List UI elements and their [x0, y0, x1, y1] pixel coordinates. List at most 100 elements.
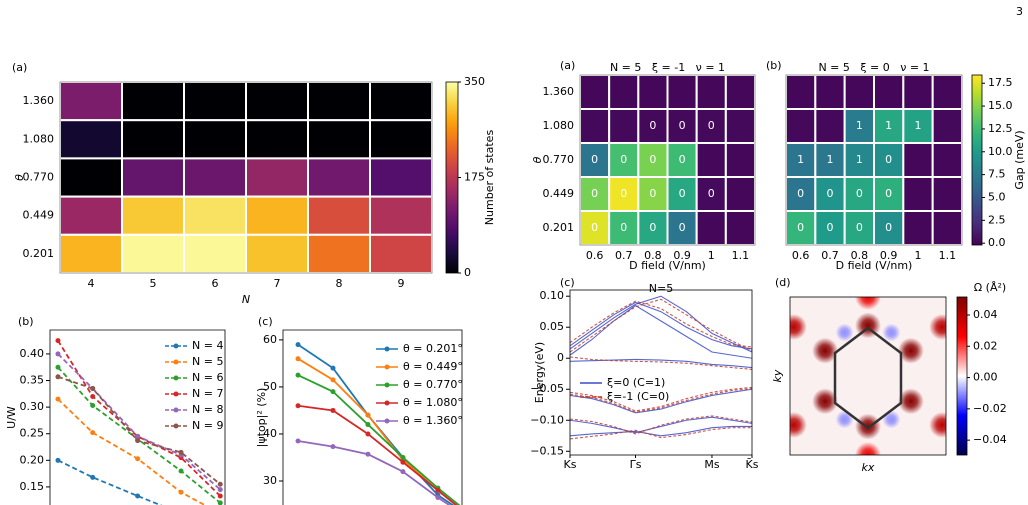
y-tick-label: 0.770 — [543, 153, 575, 166]
cell-label: 0 — [679, 187, 686, 200]
heatmap-cell — [121, 233, 185, 275]
curvature-spot — [897, 337, 924, 364]
heatmap-cell — [724, 176, 756, 212]
cell-label: 1 — [885, 119, 892, 132]
heatmap-cell — [931, 74, 964, 110]
cell-label: 0 — [679, 221, 686, 234]
data-point — [330, 389, 336, 395]
legend-marker — [173, 343, 179, 349]
data-point — [90, 386, 96, 392]
heatmap-cell — [873, 108, 905, 144]
y-tick-label: 0.25 — [20, 427, 45, 440]
heatmap-cell — [245, 233, 309, 275]
legend-label: N = 6 — [192, 371, 223, 384]
heatmap-cell — [369, 233, 433, 275]
heatmap-cell — [183, 119, 247, 160]
panel-title: N = 5 ξ = -1 ν = 1 — [610, 61, 725, 74]
data-point — [365, 431, 371, 437]
x-tick-label: Ks — [564, 458, 577, 471]
legend-label: ξ=-1 (C=0) — [607, 390, 669, 403]
heatmap-cell — [666, 210, 698, 246]
band-line — [569, 356, 753, 370]
data-point — [365, 451, 371, 457]
curvature-spot — [790, 411, 807, 438]
y-tick-label: −0.15 — [530, 444, 564, 457]
y-axis-label: U/W — [5, 406, 18, 429]
data-point — [55, 351, 61, 357]
panel-label: (c) — [560, 276, 575, 289]
data-point — [295, 403, 301, 409]
colorbar-tick-label: 17.5 — [988, 76, 1013, 89]
x-tick-label: 0.8 — [644, 249, 662, 262]
heatmap-cell — [245, 157, 309, 198]
cell-label: 0 — [856, 187, 863, 200]
colorbar-tick-label: 0.02 — [973, 339, 998, 352]
heatmap-cell — [814, 176, 846, 212]
heatmap-cell — [785, 74, 817, 110]
data-point — [135, 456, 141, 462]
cell-label: 0 — [649, 119, 656, 132]
cell-label: 0 — [679, 119, 686, 132]
band-line — [569, 427, 752, 440]
series-line — [57, 459, 163, 505]
cell-label: 0 — [708, 119, 715, 132]
y-tick-label: 60 — [263, 333, 277, 346]
legend-marker — [384, 400, 390, 406]
colorbar-tick-label: 0.04 — [973, 308, 998, 321]
data-point — [55, 396, 61, 402]
legend-marker — [173, 375, 179, 381]
heatmap-cell — [307, 157, 371, 198]
heatmap-cell — [579, 108, 611, 144]
heatmap-cell — [695, 176, 727, 212]
cell-label: 0 — [827, 187, 834, 200]
data-point — [295, 342, 301, 348]
heatmap-cell — [307, 233, 371, 275]
cell-label: 0 — [649, 221, 656, 234]
y-tick-label: 0.20 — [20, 453, 45, 466]
heatmap-cell — [369, 195, 433, 236]
band-line — [569, 295, 753, 353]
legend-marker — [384, 382, 390, 388]
heatmap-cell — [873, 74, 905, 110]
curvature-spot — [882, 410, 901, 429]
data-point — [55, 457, 61, 463]
data-point — [55, 338, 61, 344]
curvature-spot — [835, 323, 854, 342]
heatmap-cell — [931, 176, 964, 212]
data-point — [178, 449, 184, 455]
colorbar-tick-label: 0.0 — [988, 236, 1006, 249]
heatmap-cell — [608, 108, 640, 144]
cell-label: 0 — [620, 221, 627, 234]
band-line — [569, 300, 753, 348]
x-tick-label: 0.7 — [615, 249, 633, 262]
heatmap-cell — [245, 195, 309, 236]
panel-label: (a) — [12, 61, 27, 74]
x-tick-label: 6 — [212, 277, 219, 290]
cell-label: 0 — [591, 221, 598, 234]
x-tick-label: 1.1 — [732, 249, 750, 262]
data-point — [135, 438, 141, 444]
panel-label: (d) — [775, 276, 791, 289]
x-tick-label: 0.7 — [821, 249, 839, 262]
heatmap-cell — [59, 81, 123, 122]
y-tick-label: 1.080 — [23, 132, 55, 145]
panel-label: (b) — [766, 59, 782, 72]
data-point — [55, 364, 61, 370]
heatmap-cell — [814, 74, 846, 110]
colorbar-tick-label: 350 — [464, 75, 485, 88]
y-tick-label: 0 — [557, 351, 564, 364]
curvature-spot — [897, 388, 924, 415]
cell-label: 0 — [885, 187, 892, 200]
heatmap-cell — [369, 119, 433, 160]
cell-label: 0 — [679, 153, 686, 166]
heatmap-cell — [724, 108, 756, 144]
series-line — [297, 374, 461, 505]
colorbar-label: Number of states — [483, 130, 496, 226]
curvature-spot — [882, 323, 901, 342]
legend-label: N = 7 — [192, 387, 223, 400]
heatmap-cell — [59, 157, 123, 198]
x-tick-label: 7 — [274, 277, 281, 290]
cell-label: 0 — [885, 221, 892, 234]
data-point — [90, 474, 96, 480]
